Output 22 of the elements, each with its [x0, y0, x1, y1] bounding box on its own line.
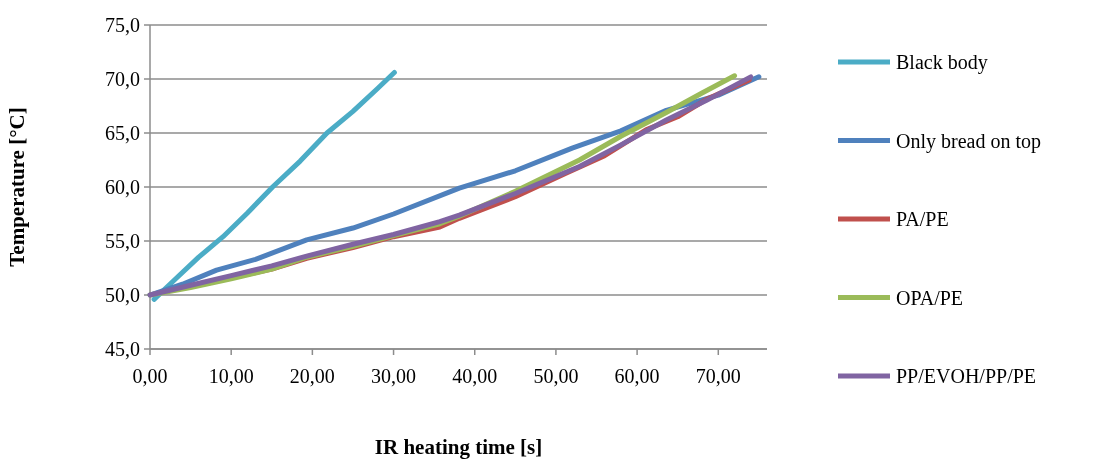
legend-label: PP/EVOH/PP/PE [896, 365, 1037, 387]
y-tick-label: 45,0 [105, 338, 140, 360]
y-tick-label: 50,0 [105, 284, 140, 306]
x-tick-label: 10,00 [208, 365, 254, 387]
legend-label: OPA/PE [896, 286, 964, 309]
x-tick-label: 50,00 [533, 365, 579, 387]
x-tick-label: 20,00 [289, 365, 335, 387]
y-tick-label: 55,0 [105, 230, 140, 252]
x-tick-label: 30,00 [371, 365, 417, 387]
legend-label: PA/PE [896, 208, 949, 230]
x-tick-label: 60,00 [614, 365, 660, 387]
x-axis-title: IR heating time [s] [374, 435, 543, 459]
y-axis-title: Temperature [°C] [5, 107, 29, 267]
legend-label: Black body [896, 51, 988, 74]
x-tick-label: 0,00 [132, 365, 168, 387]
y-tick-label: 70,0 [105, 68, 140, 90]
y-tick-label: 75,0 [105, 14, 140, 36]
legend-label: Only bread on top [896, 129, 1041, 153]
y-tick-label: 65,0 [105, 122, 140, 144]
x-tick-label: 70,00 [695, 365, 741, 387]
x-tick-label: 40,00 [452, 365, 498, 387]
y-tick-label: 60,0 [105, 176, 140, 198]
